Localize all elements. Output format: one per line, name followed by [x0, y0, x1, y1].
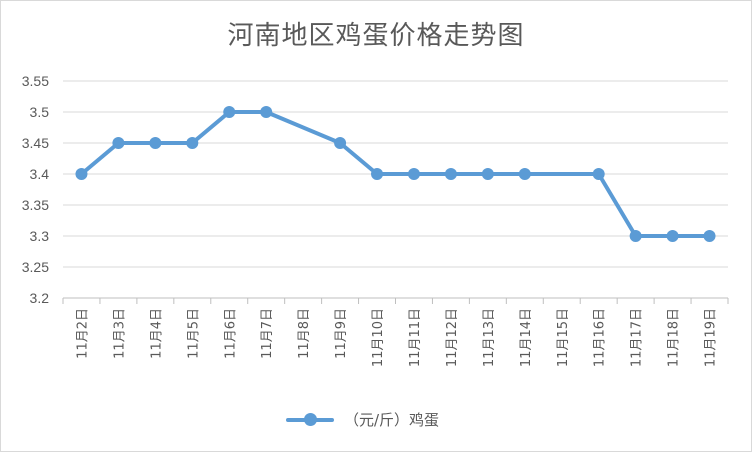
legend-series-marker	[286, 408, 334, 430]
y-tick-label: 3.45	[22, 135, 49, 151]
data-point	[629, 230, 642, 242]
chart-title: 河南地区鸡蛋价格走势图	[227, 21, 525, 51]
x-tick-label: 11月6日	[223, 308, 238, 359]
data-point	[518, 168, 531, 180]
data-point	[186, 137, 199, 149]
data-point	[666, 230, 679, 242]
data-point	[444, 168, 457, 180]
legend-series-label: （元/斤）鸡蛋	[344, 410, 440, 429]
data-point	[481, 168, 494, 180]
data-point	[223, 106, 236, 118]
data-point	[112, 137, 125, 149]
y-tick-label: 3.3	[30, 228, 50, 244]
series-line	[79, 110, 712, 238]
line-chart: 3.2 3.25 3.3 3.35 3.4 3.45 3.5 3.55 11月2日 11月3日 11…	[22, 73, 729, 367]
data-point	[149, 137, 162, 149]
x-tick-label: 11月11日	[408, 308, 423, 367]
y-tick-label: 3.4	[30, 166, 50, 182]
x-tick-label: 11月12日	[445, 308, 460, 367]
x-tick-label: 11月13日	[482, 308, 497, 367]
y-tick-label: 3.35	[22, 197, 49, 213]
x-tick-label: 11月19日	[704, 308, 719, 367]
x-tick-label: 11月17日	[630, 308, 645, 367]
data-point	[334, 137, 347, 149]
x-tick-label: 11月4日	[149, 308, 164, 359]
x-tick-label: 11月14日	[519, 308, 534, 367]
x-tick-label: 11月15日	[556, 308, 571, 367]
y-tick-label: 3.25	[22, 259, 49, 275]
data-point	[371, 168, 384, 180]
x-tick-label: 11月2日	[75, 308, 90, 359]
data-point	[260, 106, 273, 118]
x-tick-label: 11月3日	[112, 308, 127, 359]
x-tick-label: 11月10日	[371, 308, 386, 367]
data-point	[703, 230, 716, 242]
y-tick-label: 3.5	[30, 104, 50, 120]
data-point	[75, 168, 88, 180]
x-tick-label: 11月7日	[260, 308, 275, 359]
x-tick-label: 11月5日	[186, 308, 201, 359]
legend: （元/斤）鸡蛋	[286, 408, 439, 430]
y-tick-label: 3.2	[30, 290, 50, 306]
x-tick-label: 11月18日	[667, 308, 682, 367]
data-point	[407, 168, 420, 180]
data-point	[592, 168, 605, 180]
x-tick-label: 11月9日	[334, 308, 349, 359]
y-tick-label: 3.55	[22, 73, 49, 89]
x-tick-label: 11月16日	[593, 308, 608, 367]
x-tick-label: 11月8日	[297, 308, 312, 359]
